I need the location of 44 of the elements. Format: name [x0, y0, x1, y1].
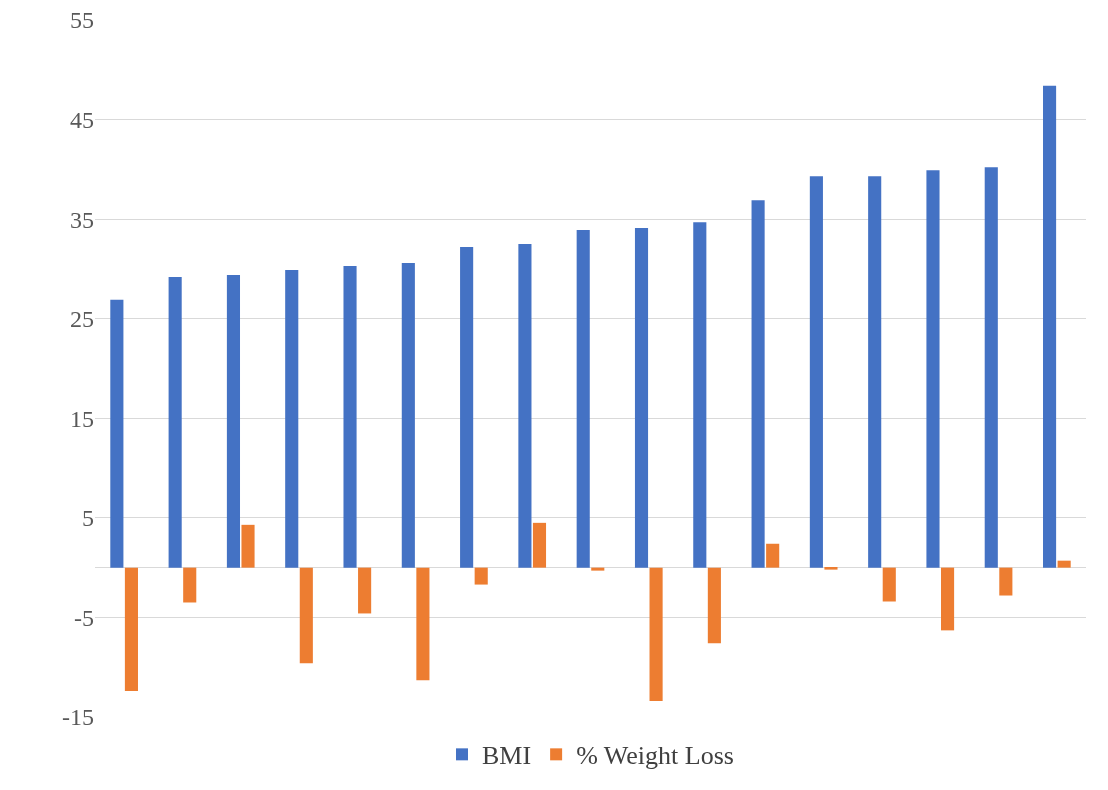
bar — [926, 170, 940, 568]
bar — [882, 567, 896, 602]
bar — [532, 522, 547, 568]
bar — [591, 567, 605, 571]
bar — [634, 228, 649, 568]
y-tick-label: 45 — [70, 106, 94, 133]
bar — [809, 176, 823, 568]
bar — [649, 567, 663, 702]
bar — [401, 262, 415, 568]
y-tick-label: 5 — [82, 505, 94, 532]
bar — [824, 567, 838, 570]
bar — [1043, 85, 1057, 568]
bar — [766, 543, 780, 568]
bar — [576, 230, 590, 568]
y-tick-label: 55 — [70, 7, 94, 34]
legend-label: BMI — [482, 741, 532, 771]
bar — [751, 200, 765, 568]
y-tick-label: 35 — [70, 206, 94, 233]
bar — [299, 567, 313, 664]
bar — [999, 567, 1013, 596]
bar — [868, 176, 882, 568]
bar — [1057, 560, 1071, 568]
bar — [693, 222, 707, 568]
y-tick-label: 15 — [70, 405, 94, 432]
bar — [343, 265, 357, 568]
bar — [460, 247, 474, 568]
bar — [358, 567, 372, 614]
y-tick-label: -15 — [62, 704, 94, 731]
bar — [416, 567, 430, 681]
bar — [183, 567, 197, 603]
bar — [984, 167, 998, 568]
bar — [285, 269, 299, 568]
legend-label: % Weight Loss — [576, 741, 734, 771]
bar — [474, 567, 488, 585]
bar — [110, 299, 124, 568]
bar — [168, 276, 182, 568]
bar — [226, 274, 241, 568]
bar — [241, 524, 255, 568]
bar — [940, 567, 955, 631]
bar — [518, 244, 532, 568]
y-tick-label: -5 — [74, 604, 94, 631]
y-tick-label: 25 — [70, 306, 94, 333]
bar — [124, 567, 138, 692]
bar — [707, 567, 721, 644]
